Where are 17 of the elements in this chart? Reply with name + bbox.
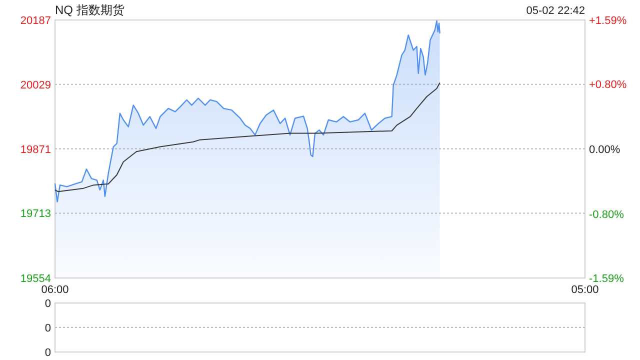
y-tick-label: 19871 (20, 144, 51, 156)
y-tick-label: 19713 (20, 208, 51, 220)
text: 0 (44, 347, 51, 359)
y-tick-label: 20187 (20, 15, 51, 27)
y-tick-label: 19554 (20, 273, 51, 285)
y2-tick-label: +1.59% (589, 15, 627, 27)
text: 0 (44, 322, 51, 334)
text: 05-02 22:42 (526, 5, 585, 17)
text: 0 (44, 298, 51, 310)
chart-title: NQ 指数期货 (55, 3, 124, 17)
x-tick-label: 05:00 (571, 284, 599, 296)
y-tick-label: 20029 (20, 79, 51, 92)
x-tick-label: 06:00 (41, 284, 69, 296)
y2-tick-label: -1.59% (589, 273, 624, 285)
y2-tick-label: +0.80% (589, 79, 627, 92)
y2-tick-label: 0.00% (589, 144, 620, 156)
y2-tick-label: -0.80% (589, 208, 624, 221)
